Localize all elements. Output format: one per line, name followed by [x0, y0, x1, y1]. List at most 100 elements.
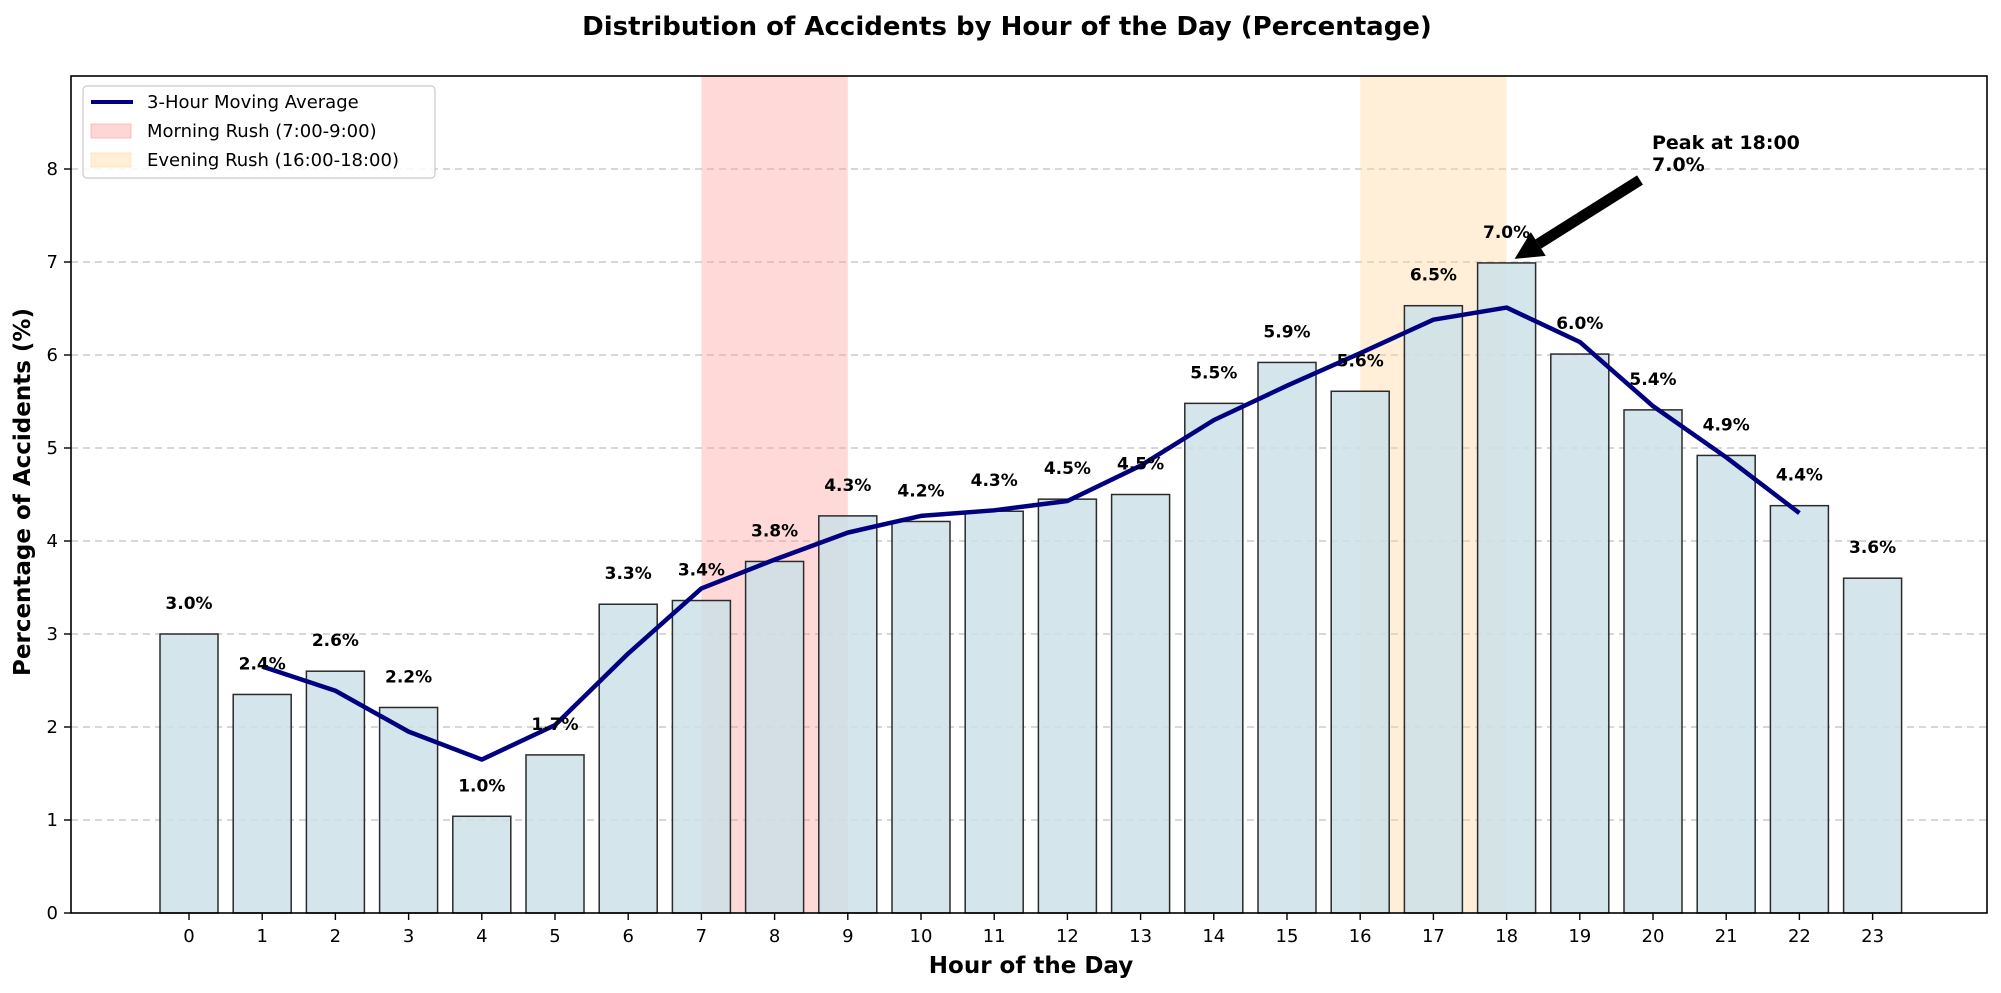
bar-hour-22 — [1769, 504, 1830, 914]
y-tick-label: 7 — [47, 252, 58, 273]
bar-value-label: 1.0% — [458, 776, 505, 796]
x-tick-label: 14 — [1202, 926, 1225, 947]
moving-average-line — [261, 305, 1801, 762]
bar-value-label: 5.5% — [1190, 363, 1237, 383]
x-tick-label: 1 — [256, 926, 267, 947]
bar-value-label: 4.5% — [1117, 455, 1164, 475]
bar-value-label: 2.4% — [239, 654, 286, 674]
x-tick-label: 23 — [1861, 926, 1884, 947]
bar-value-label: 4.3% — [971, 471, 1018, 491]
x-tick-label: 20 — [1642, 926, 1665, 947]
bar-value-label: 5.6% — [1337, 351, 1384, 371]
y-tick-label: 2 — [47, 717, 58, 738]
bar-value-label: 7.0% — [1483, 223, 1530, 243]
x-tick-label: 7 — [696, 926, 707, 947]
y-tick-label: 4 — [47, 531, 58, 552]
bar-hour-13 — [1110, 493, 1171, 914]
peak-annotation-line1: Peak at 18:00 — [1652, 132, 1800, 154]
bar-value-label: 3.8% — [751, 521, 798, 541]
bar-hour-20 — [1623, 409, 1683, 914]
x-tick-label: 19 — [1568, 926, 1591, 947]
bar-hour-1 — [232, 693, 292, 914]
legend-label-evening-rush: Evening Rush (16:00-18:00) — [147, 150, 399, 171]
legend-label-moving-average: 3-Hour Moving Average — [147, 92, 359, 113]
bar-hour-15 — [1257, 361, 1317, 914]
x-tick-label: 3 — [403, 926, 414, 947]
legend-box — [82, 85, 436, 179]
y-tick-label: 1 — [47, 810, 58, 831]
bar-hour-21 — [1696, 454, 1756, 914]
peak-arrow-shaft — [1535, 175, 1643, 249]
x-tick-label: 17 — [1422, 926, 1445, 947]
bar-hour-3 — [378, 706, 439, 914]
bars — [159, 262, 1903, 914]
x-tick-label: 11 — [983, 926, 1006, 947]
bar-hour-23 — [1842, 577, 1903, 914]
bar-value-label: 5.4% — [1629, 370, 1676, 390]
y-tick-label: 5 — [47, 438, 58, 459]
bar-value-label: 4.4% — [1776, 466, 1823, 486]
bar-hour-10 — [891, 520, 951, 914]
x-tick-label: 2 — [330, 926, 341, 947]
bar-hour-7 — [671, 599, 732, 914]
bar-hour-2 — [305, 670, 366, 914]
y-tick-label: 8 — [47, 159, 58, 180]
bar-hour-5 — [525, 754, 585, 914]
legend-label-morning-rush: Morning Rush (7:00-9:00) — [147, 121, 377, 142]
x-tick-label: 5 — [549, 926, 560, 947]
bar-hour-19 — [1550, 353, 1610, 914]
bar-value-label: 2.2% — [385, 667, 432, 687]
bar-hour-8 — [744, 560, 805, 914]
bar-value-label: 3.4% — [678, 561, 725, 581]
bar-hour-0 — [159, 633, 219, 914]
x-tick-label: 8 — [769, 926, 780, 947]
bar-value-label: 6.0% — [1556, 314, 1603, 334]
bar-value-labels: 3.0% 2.4% 2.6% 2.2% 1.0% 1.7% 3.3% 3.4% 3.8% 4.3%… — [165, 223, 1896, 796]
legend-swatch-evening-rush — [90, 152, 132, 168]
bar-value-label: 4.5% — [1044, 459, 1091, 479]
bar-value-label: 3.6% — [1849, 538, 1896, 558]
bar-value-label: 4.2% — [897, 481, 944, 501]
x-tick-label: 6 — [622, 926, 633, 947]
bar-value-label: 5.9% — [1263, 322, 1310, 342]
x-tick-label: 10 — [910, 926, 933, 947]
bar-value-label: 6.5% — [1410, 266, 1457, 286]
x-tick-label: 21 — [1715, 926, 1738, 947]
bar-value-label: 1.7% — [531, 715, 578, 735]
bar-value-label: 3.3% — [605, 564, 652, 584]
peak-annotation-line2: 7.0% — [1652, 154, 1705, 176]
x-tick-label: 16 — [1349, 926, 1372, 947]
plot-frame — [70, 75, 1988, 914]
chart-title: Distribution of Accidents by Hour of the… — [582, 12, 1432, 42]
y-tick-label: 6 — [47, 345, 58, 366]
bar-hour-16 — [1330, 390, 1390, 914]
y-axis-label: Percentage of Accidents (%) — [10, 308, 36, 676]
moving-average-line-group — [261, 305, 1801, 762]
y-tick-label: 3 — [47, 624, 58, 645]
bar-hour-17 — [1403, 304, 1464, 914]
y-tick-label: 0 — [47, 903, 58, 924]
bar-hour-4 — [452, 815, 512, 914]
x-tick-label: 22 — [1788, 926, 1811, 947]
x-tick-label: 15 — [1276, 926, 1299, 947]
x-tick-label: 13 — [1129, 926, 1152, 947]
x-tick-label: 12 — [1056, 926, 1079, 947]
bar-value-label: 3.0% — [165, 594, 212, 614]
x-tick-label: 0 — [183, 926, 194, 947]
x-axis-label: Hour of the Day — [929, 953, 1133, 979]
bar-value-label: 4.9% — [1703, 415, 1750, 435]
legend-swatch-morning-rush — [90, 123, 132, 139]
x-tick-label: 18 — [1495, 926, 1518, 947]
x-tick-label: 4 — [476, 926, 487, 947]
bar-hour-18 — [1476, 262, 1537, 914]
bar-value-label: 2.6% — [312, 631, 359, 651]
bar-hour-11 — [964, 510, 1024, 914]
x-tick-label: 9 — [842, 926, 853, 947]
bar-hour-9 — [818, 515, 878, 914]
bar-value-label: 4.3% — [824, 476, 871, 496]
legend: 3-Hour Moving Average Morning Rush (7:00… — [82, 85, 436, 179]
peak-arrow-head — [1514, 232, 1546, 259]
bar-hour-14 — [1184, 402, 1244, 914]
